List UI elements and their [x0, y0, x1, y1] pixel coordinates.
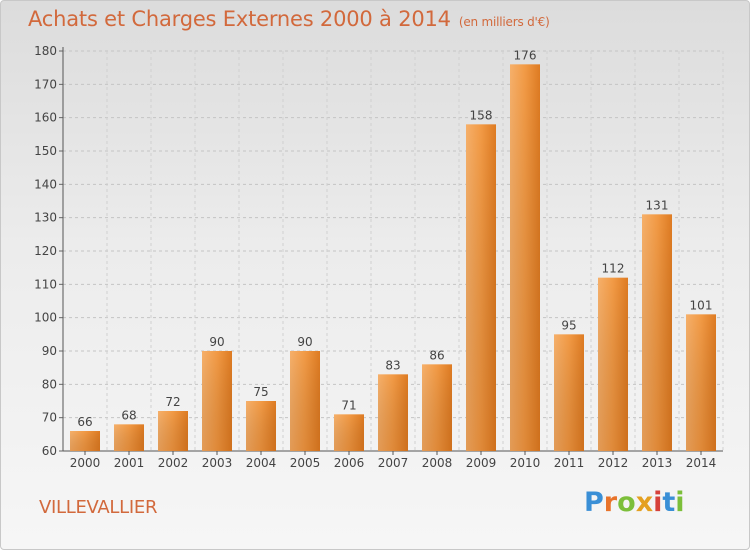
chart-title: Achats et Charges Externes 2000 à 2014 (e… — [28, 7, 550, 31]
bar-value-label: 176 — [514, 48, 537, 62]
title-text: Achats et Charges Externes 2000 à 2014 — [28, 7, 451, 31]
bar-value-label: 90 — [297, 335, 312, 349]
bar-labels: 66 68 72 90 75 90 71 83 86 158 176 95 112 131 101 — [77, 48, 712, 429]
bar-value-label: 72 — [165, 395, 180, 409]
bar-value-label: 83 — [385, 358, 400, 372]
bar-shade — [114, 424, 144, 451]
y-tick-label: 170 — [34, 77, 57, 91]
x-tick-label: 2011 — [554, 456, 585, 470]
y-tick-label: 180 — [34, 44, 57, 58]
x-tick-label: 2002 — [158, 456, 189, 470]
y-tick-label: 100 — [34, 311, 57, 325]
bar-value-label: 68 — [121, 408, 136, 422]
location-label: VILLEVALLIER — [39, 497, 158, 518]
bar-shade — [334, 414, 364, 451]
bar-value-label: 66 — [77, 415, 92, 429]
proxiti-logo: Proxiti — [584, 487, 685, 518]
y-tick-label: 140 — [34, 177, 57, 191]
x-tick-label: 2010 — [510, 456, 541, 470]
logo-letter: i — [675, 487, 685, 518]
bar-value-label: 101 — [690, 298, 713, 312]
bar-shade — [466, 124, 496, 451]
x-tick-label: 2012 — [598, 456, 629, 470]
bar-shade — [554, 334, 584, 451]
y-tick-label: 80 — [42, 377, 57, 391]
x-tick-label: 2003 — [202, 456, 233, 470]
bar-value-label: 112 — [602, 262, 625, 276]
x-tick-label: 2000 — [70, 456, 101, 470]
bar-value-label: 75 — [253, 385, 268, 399]
bar-shade — [378, 374, 408, 451]
logo-letter: t — [662, 487, 676, 518]
bars — [70, 64, 716, 452]
bar-shade — [290, 351, 320, 451]
bar-value-label: 158 — [470, 108, 493, 122]
bar-shade — [202, 351, 232, 451]
y-tick-label: 120 — [34, 244, 57, 258]
x-tick-label: 2007 — [378, 456, 409, 470]
bar-value-label: 131 — [646, 198, 669, 212]
bar-value-label: 71 — [341, 398, 356, 412]
bar-shade — [686, 314, 716, 451]
bar-shade — [598, 277, 628, 451]
bar-shade — [422, 364, 452, 451]
bar-shade — [70, 431, 100, 451]
logo-letter: r — [603, 487, 618, 518]
bar-value-label: 90 — [209, 335, 224, 349]
logo-letter: i — [653, 487, 663, 518]
bar-shade — [510, 64, 540, 452]
bar-shade — [642, 214, 672, 451]
bar-shade — [246, 401, 276, 451]
y-tick-label: 110 — [34, 277, 57, 291]
x-tick-label: 2013 — [642, 456, 673, 470]
logo-letter: o — [617, 487, 636, 518]
y-tick-label: 90 — [42, 344, 57, 358]
title-unit: (en milliers d'€) — [458, 15, 550, 29]
logo-letter: P — [584, 487, 604, 518]
x-tick-label: 2004 — [246, 456, 277, 470]
x-tick-label: 2014 — [686, 456, 717, 470]
x-tick-label: 2001 — [114, 456, 145, 470]
y-tick-label: 130 — [34, 211, 57, 225]
x-tick-label: 2005 — [290, 456, 321, 470]
x-tick-label: 2008 — [422, 456, 453, 470]
y-tick-label: 70 — [42, 411, 57, 425]
y-tick-label: 160 — [34, 111, 57, 125]
y-tick-label: 150 — [34, 144, 57, 158]
logo-letter: x — [635, 487, 654, 518]
bar-value-label: 95 — [561, 318, 576, 332]
y-tick-label: 60 — [42, 444, 57, 458]
bar-value-label: 86 — [429, 348, 444, 362]
bar-shade — [158, 411, 188, 451]
x-tick-label: 2006 — [334, 456, 365, 470]
x-tick-label: 2009 — [466, 456, 497, 470]
